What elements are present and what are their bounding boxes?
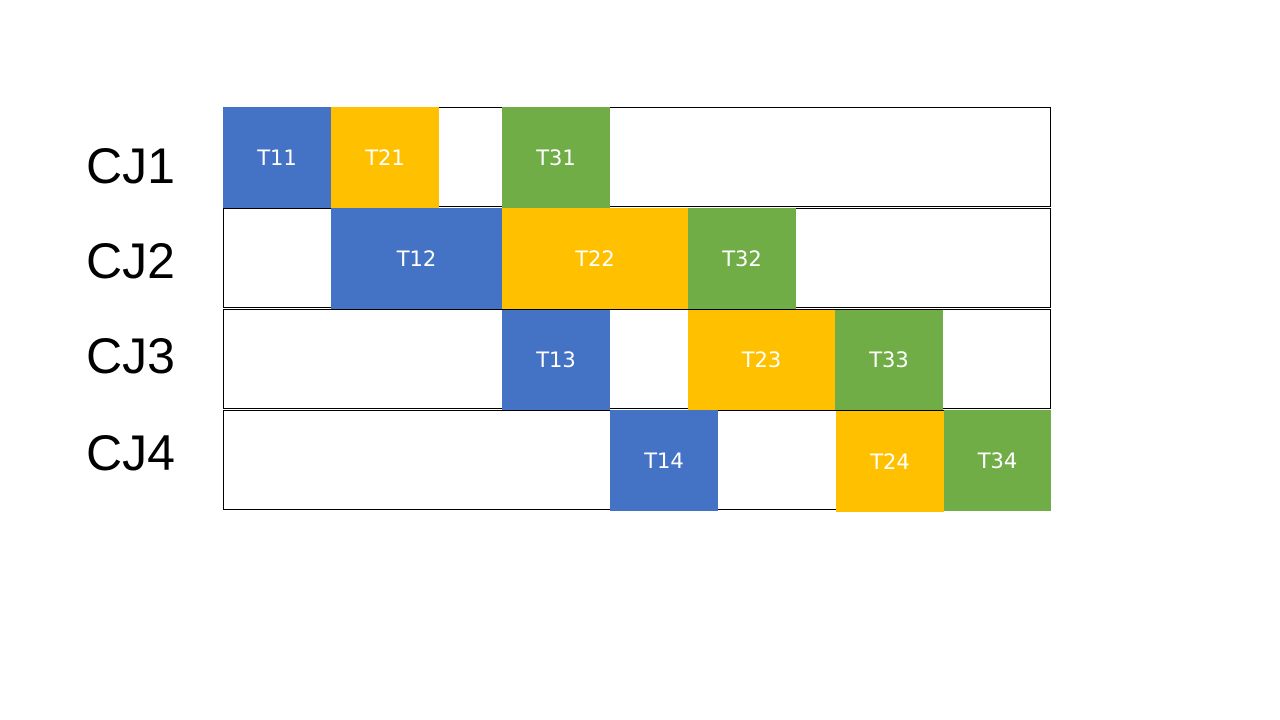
task-t22: T22: [502, 208, 688, 309]
task-t21: T21: [331, 107, 439, 208]
task-t31: T31: [502, 107, 610, 208]
task-t11: T11: [223, 107, 331, 208]
row-label-cj4: CJ4: [86, 425, 175, 481]
task-t32: T32: [688, 208, 796, 309]
row-label-cj2: CJ2: [86, 233, 175, 289]
task-t33: T33: [835, 310, 943, 410]
task-t12: T12: [331, 208, 502, 309]
row-label-cj3: CJ3: [86, 328, 175, 384]
task-t23: T23: [688, 310, 835, 410]
task-t34: T34: [944, 410, 1051, 511]
task-t13: T13: [502, 310, 610, 410]
task-t14: T14: [610, 410, 718, 511]
row-label-cj1: CJ1: [86, 138, 175, 194]
task-t24: T24: [836, 411, 944, 512]
